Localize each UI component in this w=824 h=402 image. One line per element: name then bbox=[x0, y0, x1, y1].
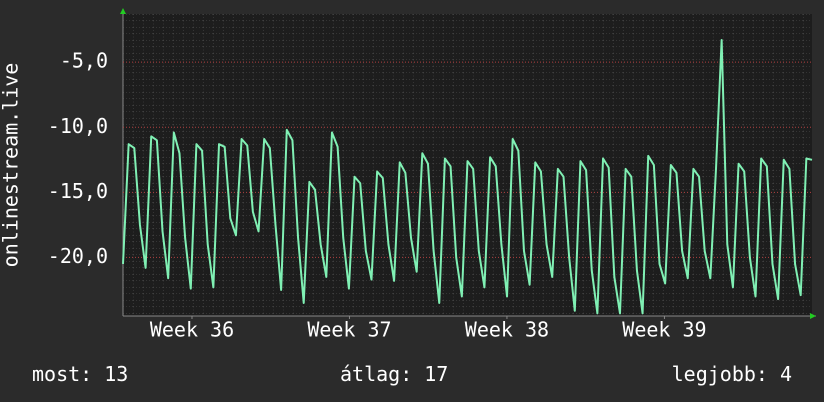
stat-label: most: bbox=[32, 362, 92, 386]
stat-label: legjobb: bbox=[672, 362, 768, 386]
y-tick-label: -10,0 bbox=[48, 114, 108, 138]
x-arrow bbox=[810, 313, 816, 319]
y-tick-label: -15,0 bbox=[48, 179, 108, 203]
y-tick-label: -5,0 bbox=[60, 49, 108, 73]
y-arrow bbox=[120, 8, 126, 14]
x-tick-label: Week 38 bbox=[465, 318, 549, 342]
stat-value: 13 bbox=[104, 362, 128, 386]
stat-value: 17 bbox=[424, 362, 448, 386]
y-tick-label: -20,0 bbox=[48, 244, 108, 268]
stat-value: 4 bbox=[780, 362, 792, 386]
stat: átlag: 17 bbox=[340, 362, 448, 386]
stat: legjobb: 4 bbox=[672, 362, 792, 386]
x-tick-label: Week 39 bbox=[622, 318, 706, 342]
x-tick-label: Week 37 bbox=[307, 318, 391, 342]
stat: most: 13 bbox=[32, 362, 128, 386]
x-tick-label: Week 36 bbox=[150, 318, 234, 342]
stat-label: átlag: bbox=[340, 362, 412, 386]
series-line bbox=[122, 39, 813, 315]
y-axis-label: onlinestream.live bbox=[0, 63, 23, 268]
stats: most: 13 átlag: 17 legjobb: 4 bbox=[32, 362, 792, 386]
